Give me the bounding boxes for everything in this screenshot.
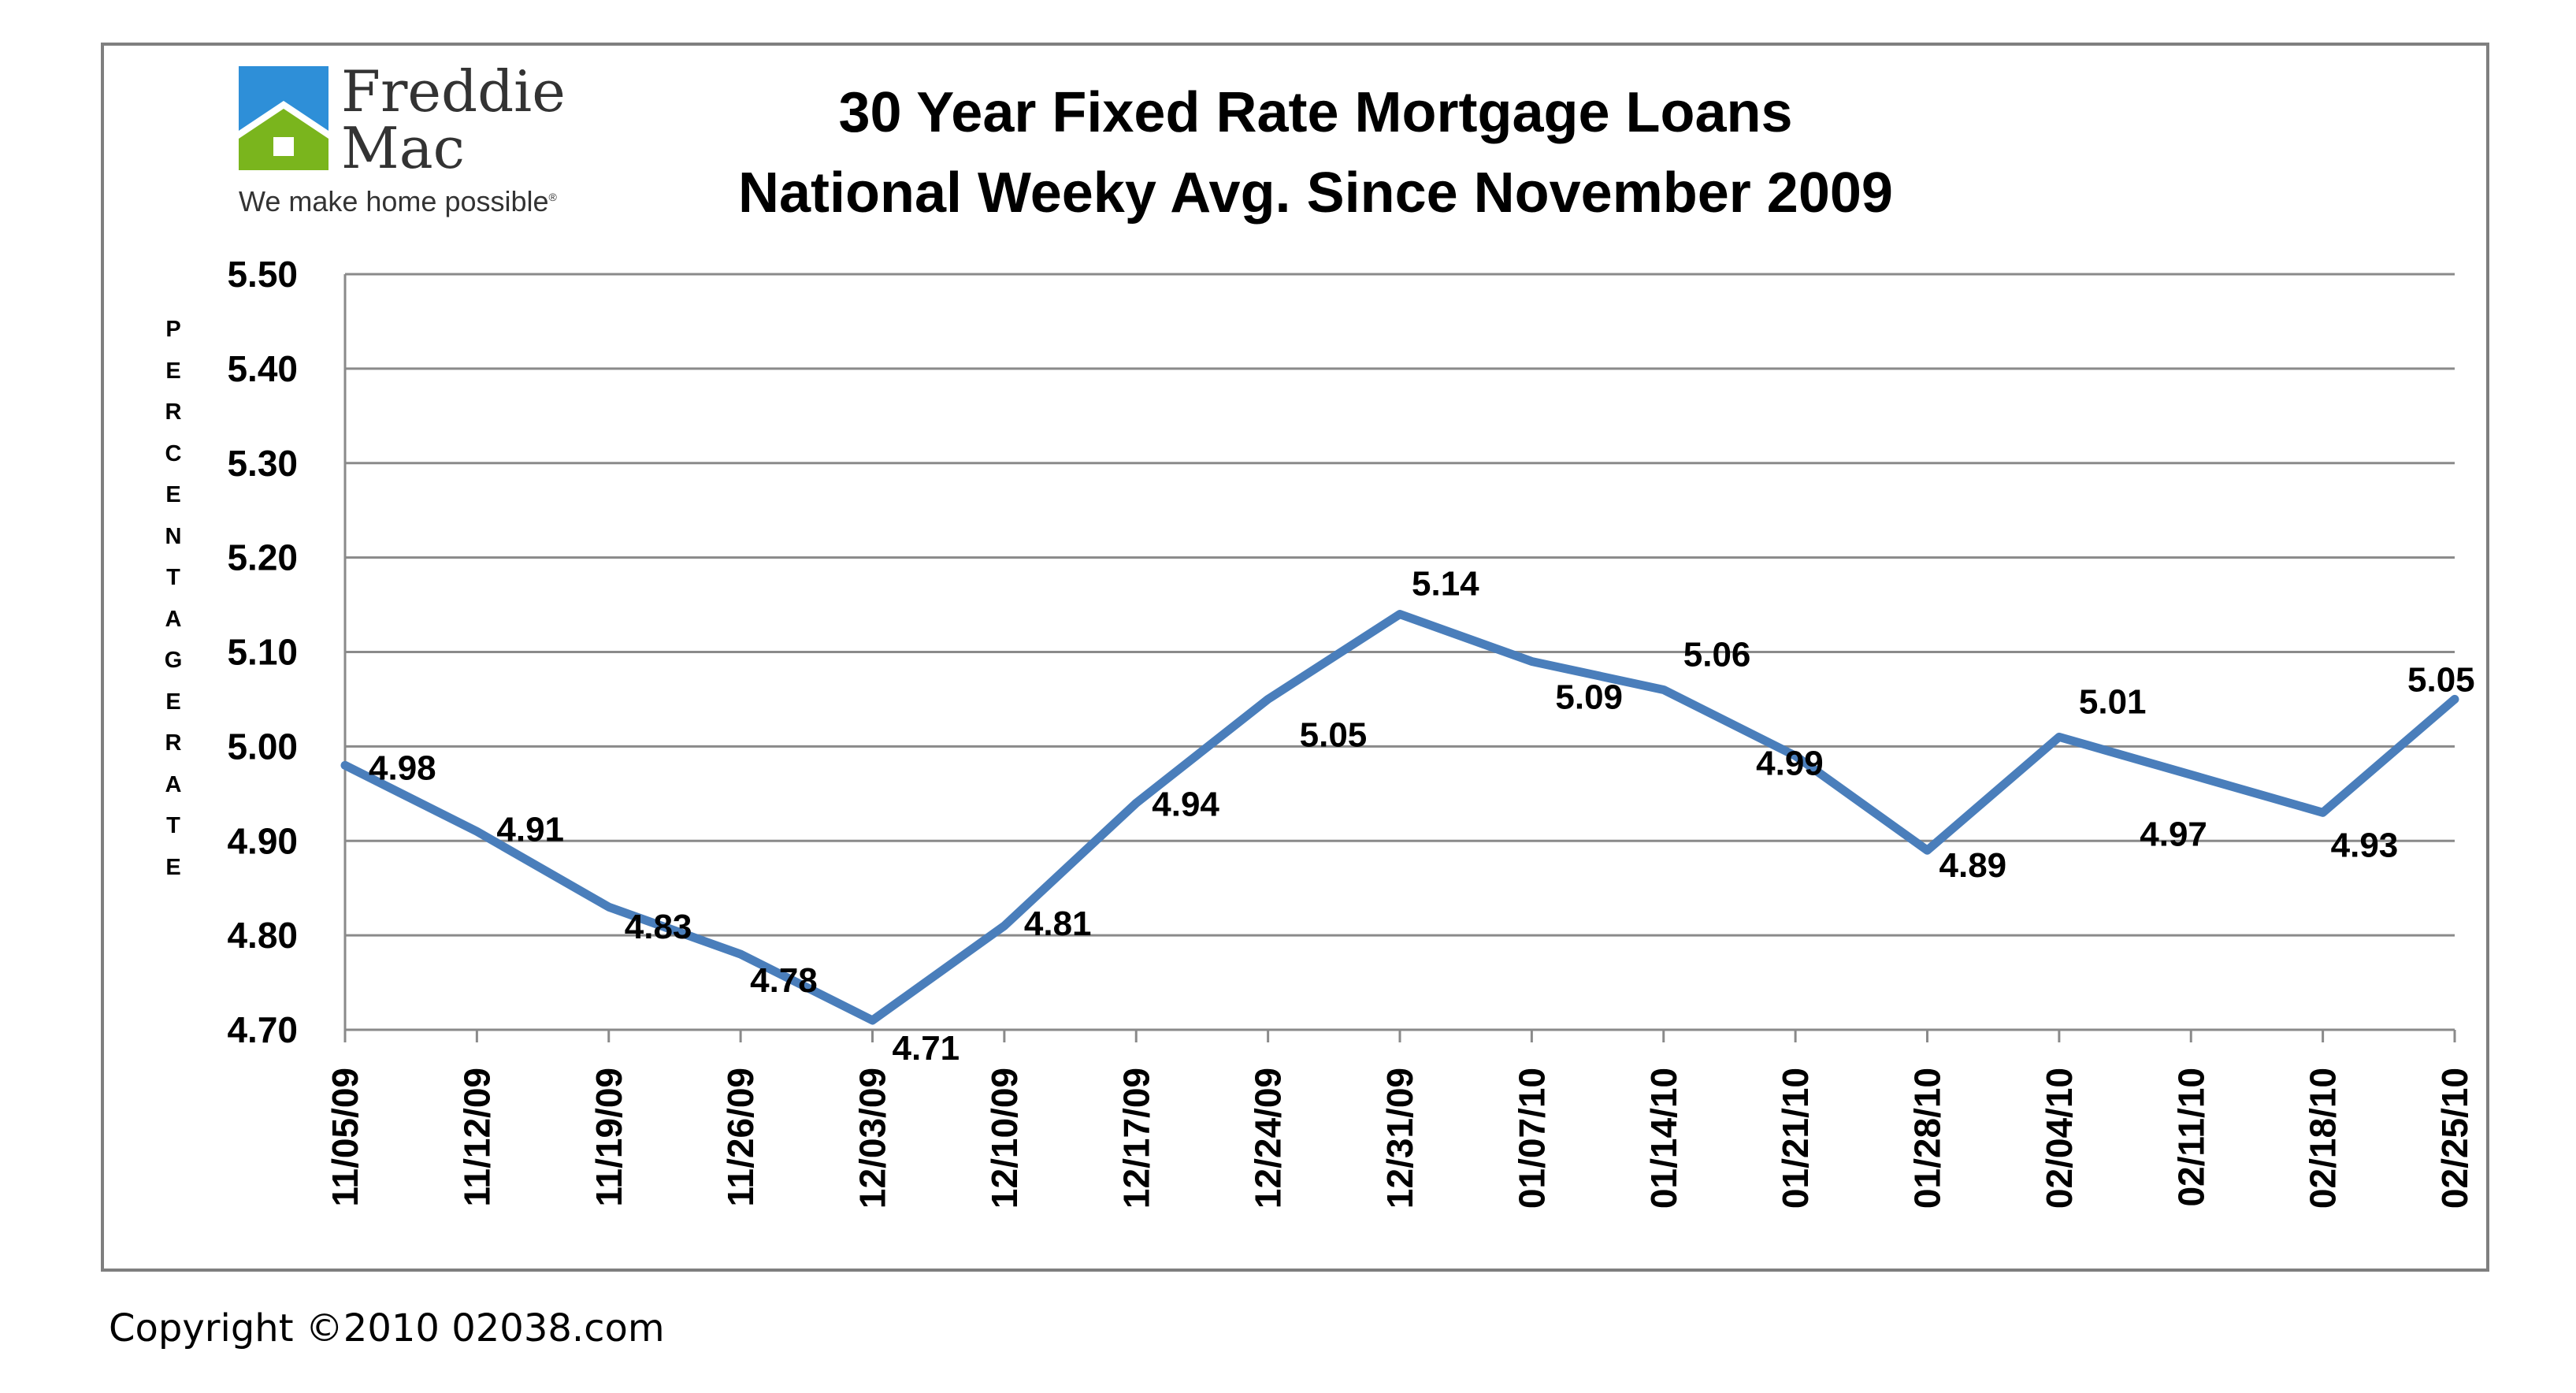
y-tick-label: 4.90 (227, 820, 298, 861)
x-tick-label: 02/04/10 (2039, 1068, 2080, 1209)
x-tick-label: 11/26/09 (720, 1068, 761, 1207)
data-label: 5.09 (1555, 678, 1623, 716)
x-tick-label: 11/12/09 (456, 1068, 497, 1207)
data-label: 5.06 (1683, 635, 1751, 674)
x-tick-label: 02/11/10 (2170, 1068, 2211, 1207)
x-tick-label: 01/21/10 (1775, 1068, 1816, 1209)
chart-title-block: 30 Year Fixed Rate Mortgage Loans Nation… (677, 72, 1954, 233)
data-label: 4.91 (496, 810, 564, 849)
x-tick-label: 01/14/10 (1643, 1068, 1684, 1209)
y-tick-label: 4.70 (227, 1009, 298, 1050)
y-tick-label: 5.50 (227, 254, 298, 295)
x-tick-label: 12/10/09 (984, 1068, 1025, 1209)
data-label: 4.71 (893, 1029, 960, 1068)
chart-subtitle: National Weeky Avg. Since November 2009 (738, 162, 1893, 225)
data-label: 5.05 (1300, 715, 1368, 754)
x-tick-label: 01/28/10 (1907, 1068, 1948, 1209)
data-label: 5.05 (2407, 660, 2475, 699)
y-tick-label: 4.80 (227, 915, 298, 956)
gridlines (343, 273, 2456, 1042)
data-label: 4.89 (1939, 846, 2007, 885)
data-label: 4.83 (625, 908, 692, 946)
x-tick-label: 11/19/09 (588, 1068, 629, 1207)
series-line-group (340, 610, 2459, 1025)
data-label: 4.78 (750, 961, 818, 1000)
y-tick-label: 5.30 (227, 443, 298, 484)
y-axis-label: PERCENTAGE RATE (164, 317, 187, 880)
x-tick-label: 02/25/10 (2434, 1068, 2475, 1209)
series-line (340, 610, 2459, 1025)
y-tick-labels: 5.50 5.40 5.30 5.20 5.10 5.00 4.90 4.80 4.70 (227, 254, 298, 1050)
data-label: 5.14 (1412, 565, 1479, 604)
x-tick-label: 02/18/10 (2303, 1068, 2344, 1209)
chart-title: 30 Year Fixed Rate Mortgage Loans (838, 81, 1793, 144)
data-label: 4.99 (1756, 744, 1824, 782)
data-label: 4.97 (2140, 815, 2207, 853)
data-label: 4.94 (1152, 785, 1219, 823)
x-tick-label: 11/05/09 (325, 1068, 366, 1207)
copyright-notice: Copyright ©2010 02038.com (109, 1306, 665, 1350)
data-labels: 4.98 4.91 4.83 4.78 4.71 4.81 4.94 5.05 5.14 5.09… (369, 565, 2475, 1068)
x-tick-label: 01/07/10 (1511, 1068, 1552, 1209)
x-tick-labels: 11/05/09 11/12/09 11/19/09 11/26/09 12/03/09… (325, 1068, 2475, 1209)
logo-tagline-text: We make home possible (239, 185, 549, 217)
data-label: 4.81 (1024, 905, 1092, 943)
registered-mark: ® (548, 191, 557, 203)
data-label: 4.93 (2331, 826, 2399, 864)
x-tick-label: 12/03/09 (852, 1068, 893, 1209)
y-tick-label: 5.10 (227, 632, 298, 673)
data-label: 4.98 (369, 749, 436, 787)
logo-line-2: Mac (341, 115, 465, 181)
x-tick-label: 12/31/09 (1379, 1068, 1420, 1209)
logo-tagline: We make home possible® (239, 185, 557, 218)
data-label: 5.01 (2079, 682, 2147, 721)
freddie-mac-logo: Freddie Mac We make home possible® (239, 63, 633, 232)
x-tick-label: 12/24/09 (1248, 1068, 1289, 1209)
house-logo-icon (239, 66, 328, 170)
y-tick-label: 5.00 (227, 726, 298, 767)
y-tick-label: 5.20 (227, 537, 298, 578)
chart-frame (101, 43, 2489, 1272)
logo-line-1: Freddie (341, 58, 566, 124)
y-tick-label: 5.40 (227, 348, 298, 389)
logo-wordmark: Freddie Mac (341, 63, 566, 176)
x-tick-label: 12/17/09 (1115, 1068, 1156, 1209)
